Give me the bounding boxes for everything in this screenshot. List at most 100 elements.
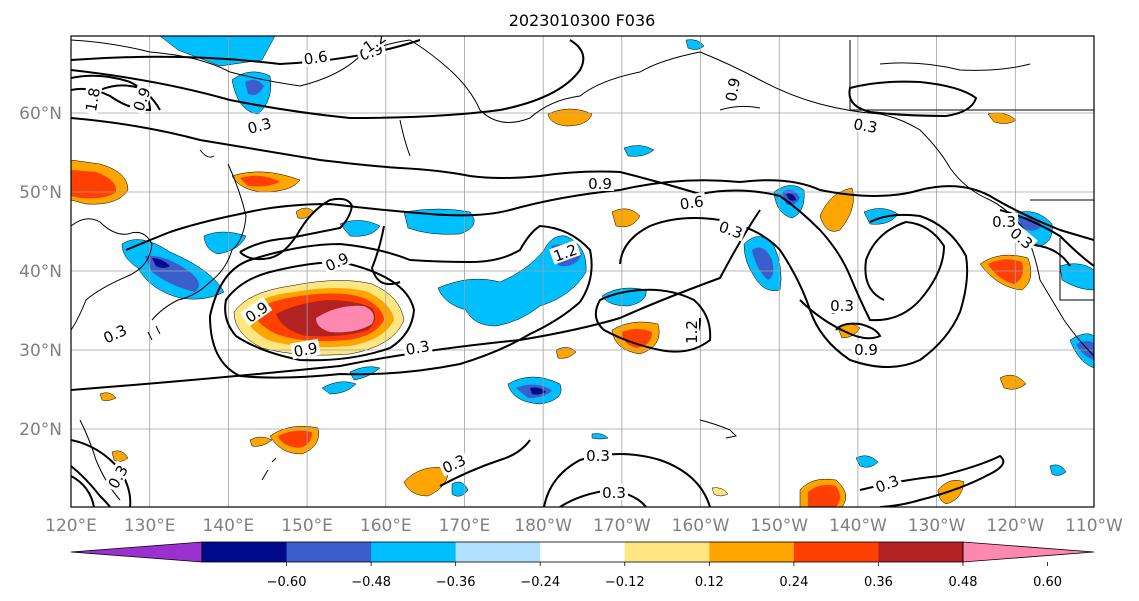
contour-label-bg (584, 447, 612, 463)
contour-label-bg (852, 341, 880, 357)
contour-label-bg (437, 450, 470, 477)
colorbar-tick-label: 0.36 (864, 575, 893, 590)
chart-title: 2023010300 F036 (509, 11, 656, 30)
contour-label-text: 0.3 (602, 484, 626, 502)
longitude-label: 120°W (986, 516, 1044, 536)
colorbar-segment (793, 542, 879, 562)
colorbar: −0.60 −0.48 −0.36 −0.24 −0.12 0.12 0.24 0.36 0.4… (70, 541, 1095, 590)
contour-label-text: 1.8 (82, 86, 104, 113)
latitude-label: 40°N (19, 262, 62, 282)
colorbar-segment (709, 542, 795, 562)
contour-label-text: 0.6 (679, 192, 705, 213)
contour-label: 1.8 (81, 84, 104, 115)
contour-label: 0.6 (300, 47, 331, 69)
contour-label-bg (402, 336, 433, 358)
contour-label-bg (98, 320, 131, 347)
longitude-label: 170°E (439, 516, 491, 536)
latitude-label: 60°N (19, 104, 62, 124)
longitude-label: 160°W (672, 516, 730, 536)
longitude-label: 130°E (124, 516, 176, 536)
contour-label-text: 0.3 (852, 115, 879, 137)
map-frame (70, 35, 1095, 508)
contour-label-bg (721, 74, 743, 105)
latitude-label: 20°N (19, 420, 62, 440)
colorbar-tick-label: −0.48 (351, 575, 391, 590)
contour-label-bg (243, 113, 275, 137)
contour-label-bg (103, 460, 132, 493)
contour-label-bg (715, 216, 747, 242)
colorbar-segment (202, 542, 288, 562)
colorbar-tick-label: −0.36 (436, 575, 476, 590)
colorbar-segment (624, 542, 710, 562)
contour-label: 0.9 (721, 74, 744, 105)
longitude-label: 110°W (1065, 516, 1123, 536)
longitude-label: 150°W (750, 516, 808, 536)
colorbar-segment (455, 542, 541, 562)
contour-label: 0.3 (850, 114, 881, 137)
contour-label-bg (850, 114, 881, 136)
contour-label: 0.3 (584, 447, 612, 465)
colorbar-tick-label: 0.60 (1033, 575, 1062, 590)
contour-label: 0.3 (990, 213, 1018, 231)
colorbar-tick-label: −0.12 (605, 575, 645, 590)
contour-label: 0.9 (586, 175, 614, 193)
contour-label-text: 0.6 (303, 47, 329, 68)
contour-label: 0.3 (828, 297, 856, 315)
longitude-label: 170°W (593, 516, 651, 536)
contour-label: 0.3 (243, 113, 275, 138)
contour-label-group: 0.60.91.20.91.80.30.90.31.20.90.30.60.90… (81, 36, 1038, 502)
contour-label-text: 0.9 (854, 341, 878, 359)
colorbar-segment (286, 542, 372, 562)
contour-label-text: 0.3 (992, 213, 1016, 231)
positive-anomaly-shading (71, 108, 1032, 507)
colorbar-segment (540, 542, 626, 562)
contour-label-bg (676, 192, 707, 212)
contour-label-text: 0.9 (588, 175, 612, 193)
contour-label-text: 0.9 (722, 76, 744, 103)
contour-label-bg (549, 239, 581, 265)
contour-label-bg (358, 36, 391, 57)
contour-label-bg (600, 484, 628, 500)
contour-label-bg (300, 47, 331, 67)
contour-label-text: 0.3 (830, 297, 854, 315)
contour-label: 0.6 (676, 192, 707, 214)
contour-label-bg (586, 175, 614, 191)
contour-label-text: 1.2 (683, 320, 701, 344)
longitude-labels: 120°E 130°E 140°E 150°E 160°E 170°E 180°W 170°W… (45, 516, 1123, 536)
longitude-label: 150°E (281, 516, 333, 536)
contour-label: 0.9 (852, 341, 880, 359)
contour-label-bg (990, 213, 1018, 229)
contour-label-bg (81, 84, 103, 115)
contour-label-text: 0.3 (246, 114, 274, 138)
contour-label-text: 0.3 (404, 337, 431, 359)
longitude-label: 140°W (829, 516, 887, 536)
colorbar-extend-low (70, 541, 203, 563)
contour-label-bg (128, 83, 154, 115)
colorbar-tick-label: 0.48 (949, 575, 978, 590)
contour-label: 1.2 (683, 318, 701, 346)
contour-label: 0.3 (402, 336, 433, 359)
contour-label-text: 0.3 (586, 447, 610, 465)
colorbar-tick-label: −0.60 (267, 575, 307, 590)
colorbar-segment (371, 542, 457, 562)
longitude-label: 140°E (203, 516, 255, 536)
latitude-label: 30°N (19, 341, 62, 361)
colorbar-tick-label: 0.12 (695, 575, 724, 590)
contour-label: 0.9 (290, 338, 321, 361)
colorbar-tick-label: −0.24 (520, 575, 560, 590)
contour-label-bg (240, 296, 273, 327)
contour-label-bg (683, 318, 699, 346)
contour-label-bg (871, 470, 903, 496)
colorbar-frame (201, 541, 964, 563)
longitude-label: 180°W (514, 516, 572, 536)
contour-label-bg (828, 297, 856, 313)
graticule (71, 36, 1094, 507)
colorbar-segment (878, 542, 964, 562)
longitude-label: 160°E (360, 516, 412, 536)
colorbar-extend-high (962, 541, 1095, 563)
colorbar-tick-label: 0.24 (779, 575, 808, 590)
coastlines (71, 39, 1094, 501)
longitude-label: 120°E (45, 516, 97, 536)
longitude-label: 130°W (908, 516, 966, 536)
